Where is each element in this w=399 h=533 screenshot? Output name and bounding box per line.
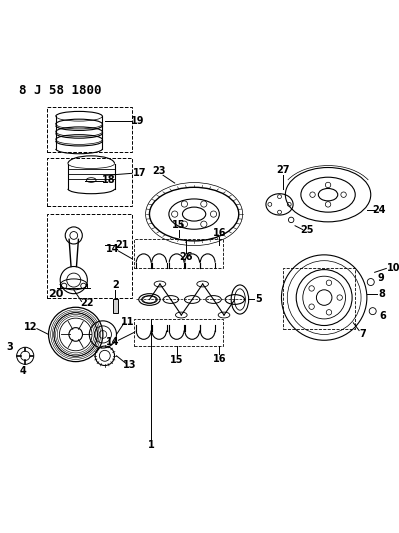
Text: 3: 3 <box>6 342 13 352</box>
Bar <box>47 158 132 206</box>
Text: 17: 17 <box>133 168 146 179</box>
Text: 15: 15 <box>172 220 186 230</box>
Text: 14: 14 <box>106 337 119 347</box>
Text: 12: 12 <box>24 322 38 332</box>
Text: 15: 15 <box>170 356 184 366</box>
Text: 26: 26 <box>180 252 193 262</box>
Bar <box>134 239 223 269</box>
Bar <box>47 214 132 297</box>
Text: 8 J 58 1800: 8 J 58 1800 <box>20 84 102 97</box>
Text: 22: 22 <box>81 298 94 309</box>
Text: 7: 7 <box>359 329 366 340</box>
Text: 2: 2 <box>112 280 119 290</box>
Text: 27: 27 <box>277 165 290 175</box>
Bar <box>47 107 132 152</box>
Text: 21: 21 <box>116 240 129 250</box>
Text: 8: 8 <box>378 289 385 298</box>
Text: 5: 5 <box>255 295 262 304</box>
Text: 19: 19 <box>131 116 144 126</box>
Text: 23: 23 <box>152 166 166 176</box>
Text: 18: 18 <box>102 175 116 185</box>
Text: 1: 1 <box>148 440 155 450</box>
Text: 4: 4 <box>20 366 27 376</box>
Text: 25: 25 <box>301 224 314 235</box>
Text: 9: 9 <box>377 273 384 283</box>
Text: 11: 11 <box>121 317 135 327</box>
Text: 13: 13 <box>123 360 137 370</box>
Text: 14: 14 <box>106 244 119 254</box>
Text: 10: 10 <box>387 263 399 273</box>
Bar <box>283 269 355 329</box>
Text: 24: 24 <box>372 205 385 215</box>
Text: 20: 20 <box>49 289 64 298</box>
Text: 6: 6 <box>379 311 386 321</box>
Bar <box>113 300 119 313</box>
Text: 16: 16 <box>213 228 226 238</box>
Bar <box>134 319 223 346</box>
Text: 16: 16 <box>213 353 226 364</box>
